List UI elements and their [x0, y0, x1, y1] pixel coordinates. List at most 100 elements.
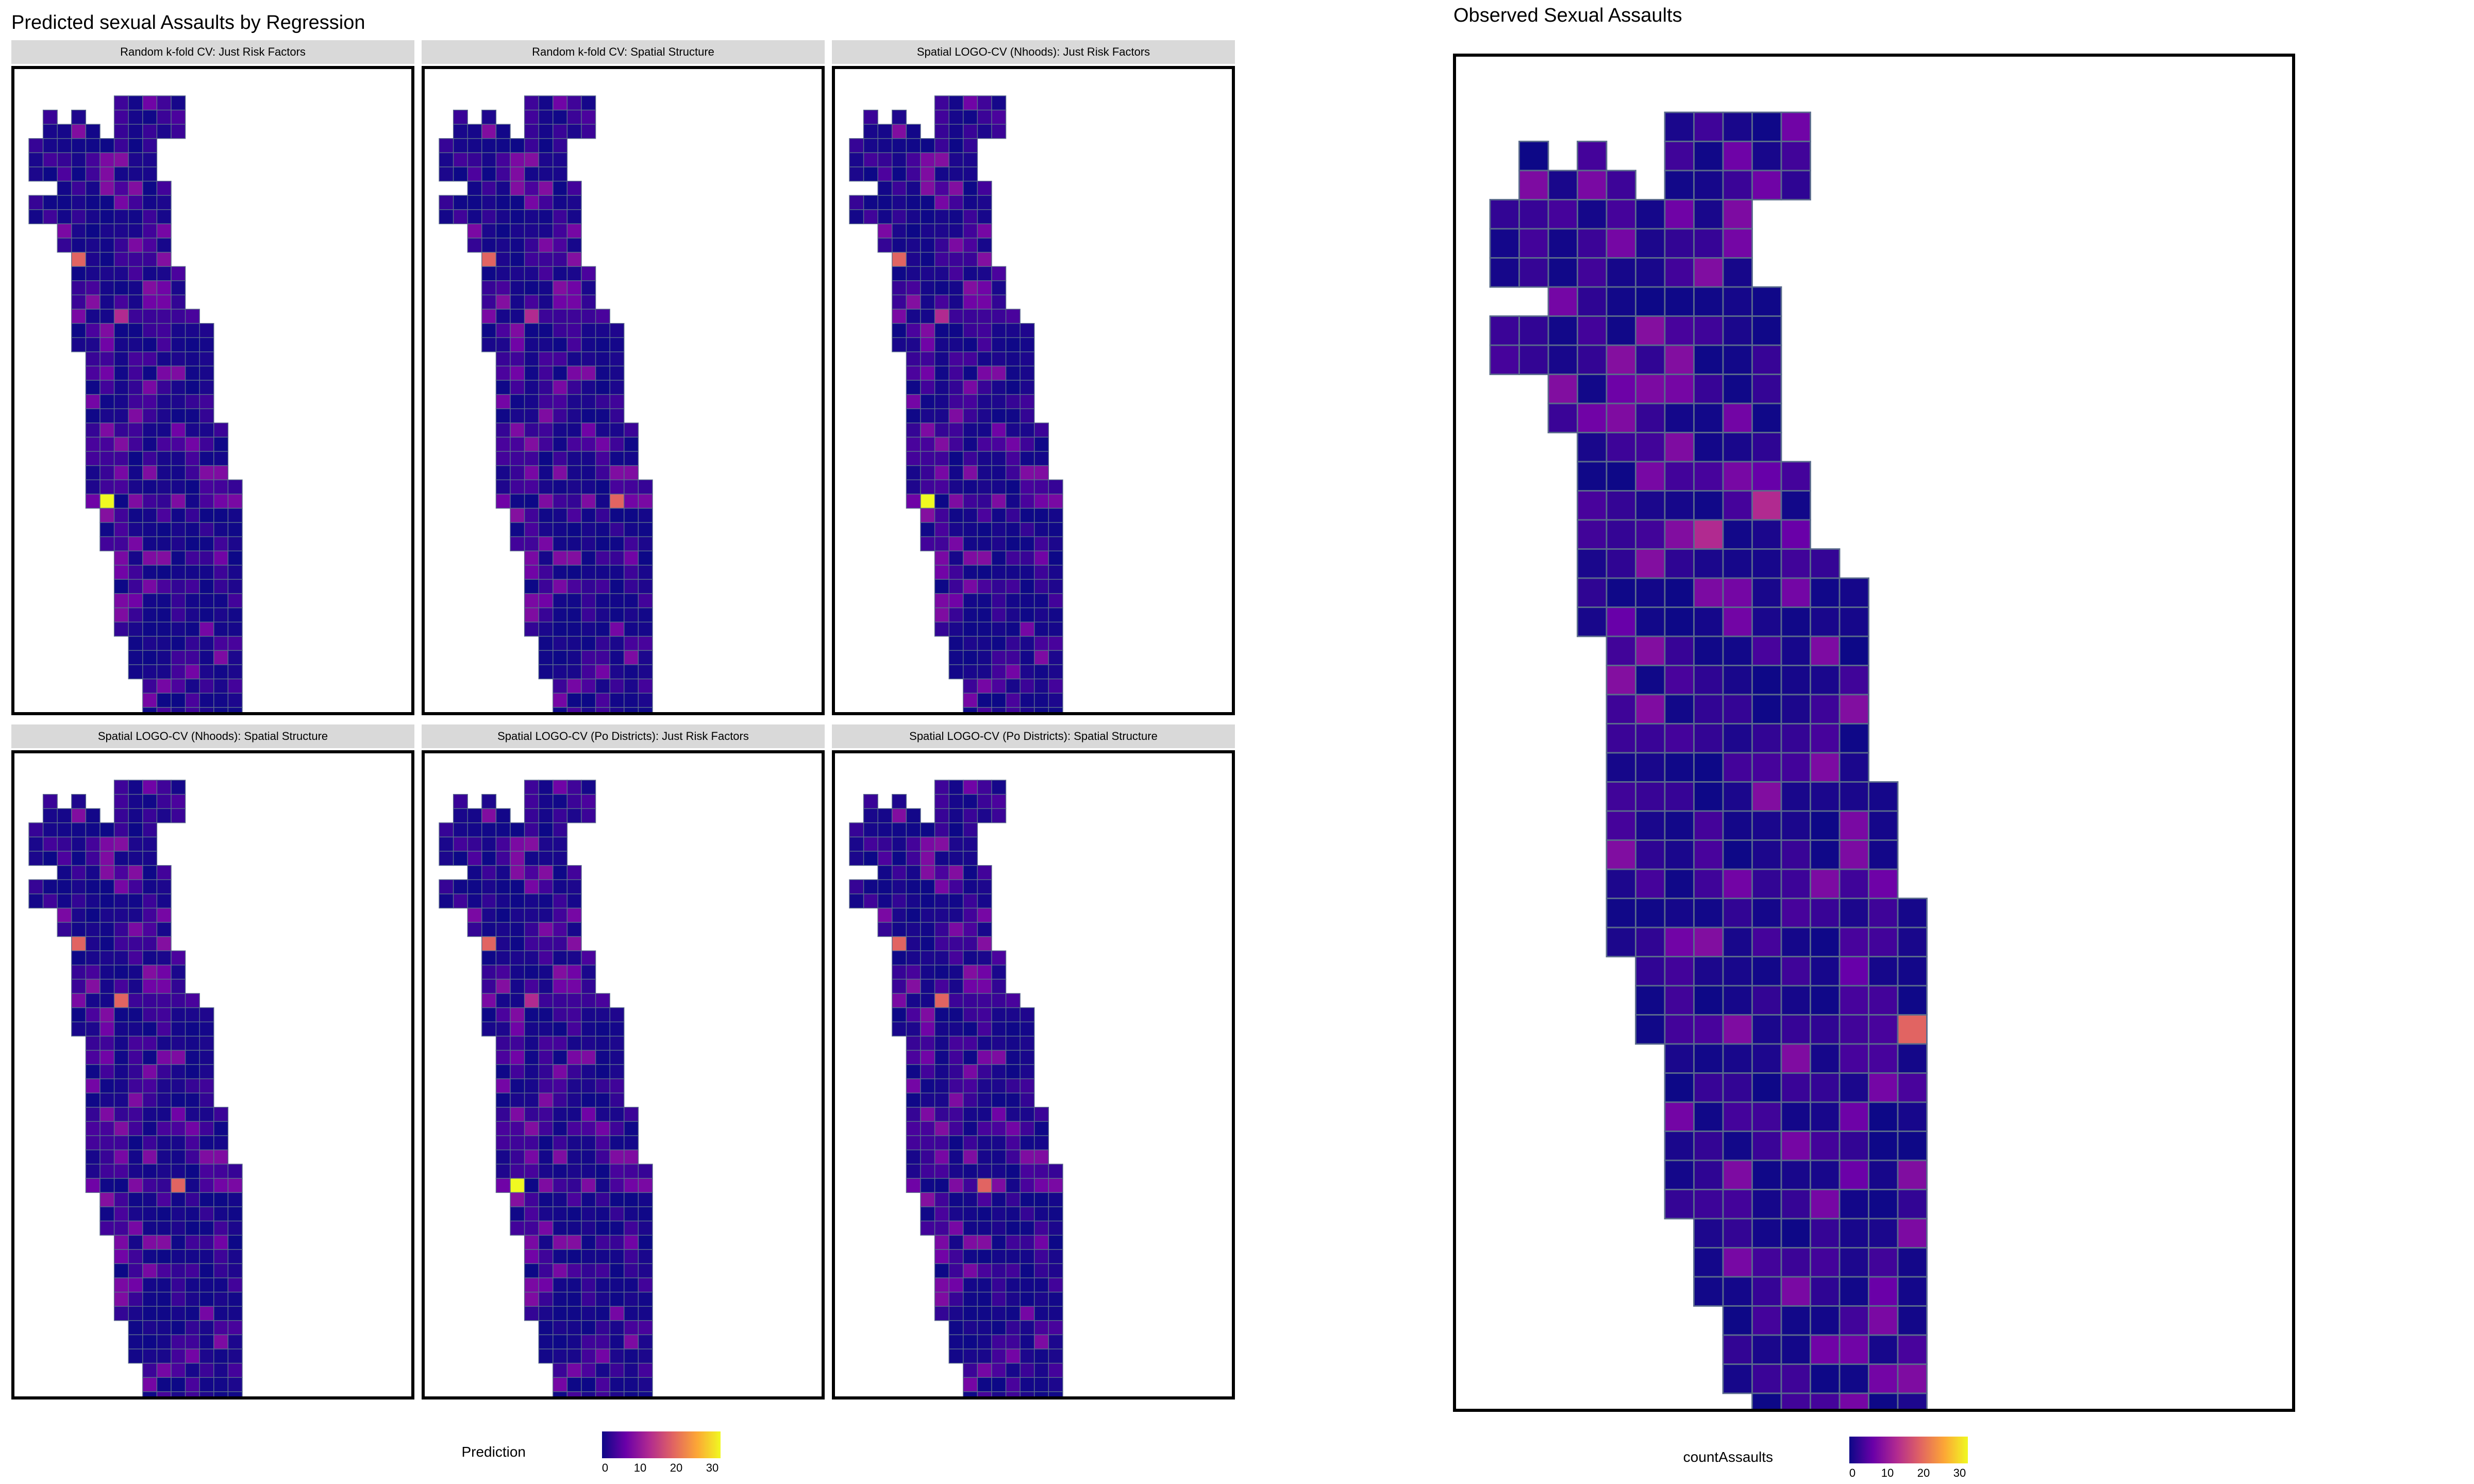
observed-cell [1693, 577, 1724, 608]
predicted-cell [128, 922, 143, 937]
observed-cell [1897, 1392, 1928, 1409]
predicted-cell [566, 1036, 582, 1051]
predicted-cell [1005, 1306, 1021, 1321]
predicted-cell [624, 650, 639, 665]
predicted-cell [948, 1263, 964, 1278]
predicted-cell [113, 1220, 129, 1236]
predicted-cell [510, 1163, 525, 1179]
predicted-cell [495, 1178, 511, 1193]
predicted-cell [185, 1078, 200, 1093]
predicted-cell [128, 1050, 143, 1065]
predicted-cell [977, 1291, 992, 1307]
predicted-cell [199, 678, 214, 694]
predicted-cell [481, 323, 497, 338]
predicted-cell [1034, 550, 1049, 566]
predicted-cell [185, 1050, 200, 1065]
predicted-cell [213, 693, 229, 708]
predicted-cell [99, 1163, 115, 1179]
predicted-cell [948, 522, 964, 537]
observed-cell [1664, 432, 1695, 463]
predicted-cell [495, 950, 511, 966]
predicted-cell [920, 1121, 935, 1136]
predicted-cell [553, 1021, 568, 1037]
predicted-cell [553, 650, 568, 665]
predicted-cell [185, 664, 200, 680]
predicted-cell [85, 251, 101, 267]
predicted-cell [948, 822, 964, 838]
predicted-cell [566, 1306, 582, 1321]
predicted-cell [934, 1249, 949, 1264]
predicted-cell [1048, 1320, 1063, 1336]
observed-cell [1635, 985, 1666, 1016]
predicted-cell [213, 550, 229, 566]
predicted-cell [171, 508, 186, 523]
predicted-cell [581, 693, 596, 708]
predicted-cell [213, 423, 229, 438]
predicted-cell [553, 138, 568, 154]
predicted-cell [581, 1320, 596, 1336]
predicted-cell [566, 650, 582, 665]
predicted-cell [920, 408, 935, 424]
predicted-cell [934, 1192, 949, 1207]
predicted-cell [566, 238, 582, 253]
predicted-cell [553, 1206, 568, 1222]
predicted-cell [495, 451, 511, 466]
predicted-cell [977, 650, 992, 665]
predicted-cell [171, 950, 186, 966]
predicted-cell [977, 1320, 992, 1336]
predicted-cell [948, 879, 964, 895]
predicted-cell [142, 294, 158, 310]
predicted-cell [199, 1391, 214, 1396]
predicted-cell [171, 1064, 186, 1080]
predicted-cell [934, 408, 949, 424]
predicted-cell [171, 280, 186, 296]
predicted-cell [920, 508, 935, 523]
observed-cell [1751, 781, 1782, 812]
predicted-cell [977, 579, 992, 594]
predicted-cell [1005, 1078, 1021, 1093]
count-colorbar [1849, 1437, 1968, 1463]
predicted-cell [113, 280, 129, 296]
predicted-cell [128, 95, 143, 111]
predicted-cell [1019, 550, 1035, 566]
predicted-cell [113, 1235, 129, 1250]
predicted-cell [1019, 678, 1035, 694]
predicted-cell [892, 309, 907, 324]
predicted-cell [199, 1036, 214, 1051]
predicted-cell [553, 1092, 568, 1108]
predicted-cell [1034, 522, 1049, 537]
predicted-cell [977, 1377, 992, 1392]
predicted-cell [581, 794, 596, 809]
predicted-cell [553, 780, 568, 795]
predicted-cell [142, 593, 158, 609]
observed-cell [1810, 752, 1841, 783]
predicted-cell [553, 1107, 568, 1122]
predicted-cell [1034, 423, 1049, 438]
predicted-cell [609, 351, 625, 367]
predicted-cell [495, 808, 511, 823]
predicted-cell [581, 351, 596, 367]
observed-cell [1838, 1189, 1869, 1220]
predicted-cell [128, 394, 143, 409]
predicted-cell [85, 494, 101, 509]
predicted-cell [609, 650, 625, 665]
predicted-cell [524, 565, 539, 580]
predicted-cell [156, 693, 172, 708]
predicted-cell [1005, 678, 1021, 694]
predicted-cell [113, 351, 129, 367]
predicted-cell [113, 1078, 129, 1093]
predicted-cell [42, 166, 58, 182]
predicted-cell [128, 593, 143, 609]
predicted-cell [199, 1178, 214, 1193]
observed-cell [1635, 577, 1666, 608]
predicted-cell [171, 1320, 186, 1336]
predicted-cell [1005, 1178, 1021, 1193]
predicted-cell [1005, 408, 1021, 424]
predicted-cell [595, 1334, 610, 1350]
predicted-cell [595, 451, 610, 466]
predicted-cell [638, 1206, 653, 1222]
predicted-cell [142, 138, 158, 154]
predicted-cell [57, 865, 72, 880]
predicted-cell [467, 865, 482, 880]
predicted-cell [495, 965, 511, 980]
